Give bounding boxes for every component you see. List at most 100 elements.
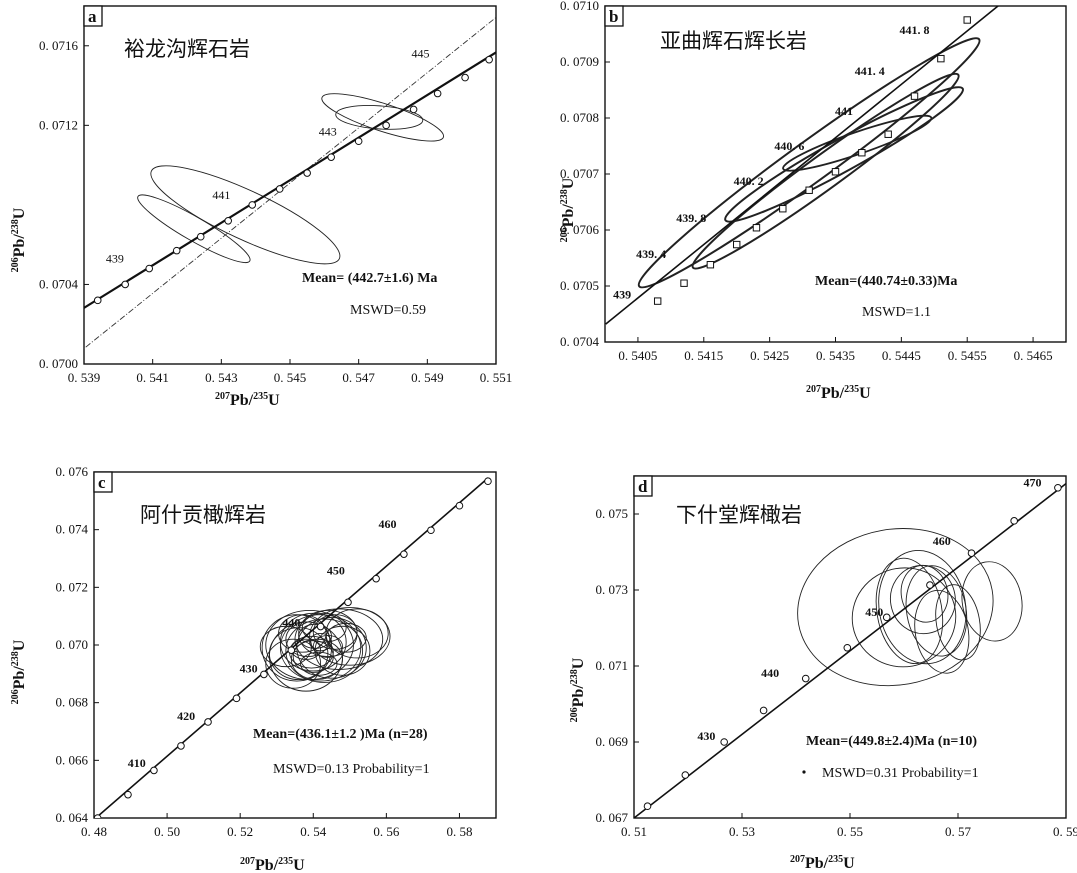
y-tick-label: 0. 0709 [560,54,599,69]
x-tick-label: 0. 5465 [1014,348,1053,363]
concordia-age-marker [382,121,390,130]
x-axis-label: 207Pb/235U [806,384,871,402]
concordia-age-label: 439. 8 [676,211,706,225]
x-tick-label: 0. 57 [945,824,972,839]
error-ellipse [321,93,445,142]
y-tick-label: 0. 0706 [560,222,600,237]
error-ellipse [961,561,1023,642]
concordia-age-marker [1054,483,1062,492]
concordia-age-label: 440. 2 [734,174,764,188]
concordia-age-label: 410 [128,756,146,770]
y-tick-label: 0. 070 [56,637,89,652]
concordia-age-marker [843,643,852,652]
panel-title: 下什堂辉橄岩 [676,503,802,527]
mswd-annotation: MSWD=0.59 [350,303,426,318]
y-axis-label: 206Pb/238U [10,207,28,272]
x-tick-label: 0. 55 [837,824,863,839]
mean-age-annotation: Mean= (442.7±1.6) Ma [302,271,437,286]
error-ellipse [797,528,994,687]
panel-title: 阿什贡橄辉岩 [140,503,266,527]
y-axis-label: 206Pb/238U [10,639,28,704]
x-tick-label: 0. 545 [274,370,307,385]
concordia-age-marker [427,526,435,535]
error-ellipse [137,194,251,264]
error-ellipse [325,622,367,653]
panel-b: b 0. 5405 0. 5415 0. 5425 0. 5435 0. 5445 0. 5… [559,0,1067,402]
error-ellipse [309,633,332,652]
concordia-age-label: 439 [613,287,631,301]
mean-age-annotation: Mean=(440.74±0.33)Ma [815,274,957,289]
y-tick-label: 0. 071 [596,658,629,673]
y-tick-label: 0. 0708 [560,110,599,125]
concordia-age-marker [224,217,232,225]
y-tick-label: 0. 0704 [39,276,79,291]
y-tick-label: 0. 072 [56,579,89,594]
concordia-age-marker [327,153,336,161]
concordia-age-marker [372,574,380,583]
panel-letter-box [633,475,653,497]
x-tick-label: 0. 58 [446,824,472,839]
x-tick-label: 0. 53 [729,824,755,839]
x-tick-label: 0. 551 [480,370,513,385]
y-tick-label: 0. 0705 [560,278,599,293]
error-ellipse [292,640,334,673]
x-tick-label: 0. 543 [205,370,238,385]
concordia-age-marker [303,169,311,177]
x-tick-label: 0. 54 [300,824,327,839]
x-tick-label: 0. 541 [136,370,169,385]
concordia-age-label: 460 [378,517,396,531]
concordia-age-label: 450 [327,564,345,578]
x-tick-label: 0. 547 [342,370,375,385]
concordia-age-marker [400,550,408,558]
y-tick-label: 0. 074 [56,522,89,537]
y-tick-label: 0. 0716 [39,38,79,53]
concordia-age-marker [858,149,866,157]
concordia-age-marker [232,694,241,703]
concordia-age-marker [653,297,662,305]
concordia-age-marker [884,130,892,138]
panel-letter: d [638,477,648,496]
x-tick-label: 0. 5425 [750,348,789,363]
error-ellipse [935,584,981,661]
error-ellipse [691,72,960,270]
concordia-age-label: 443 [319,124,337,138]
bullet-dot [802,770,806,774]
concordia-age-marker [287,646,296,654]
concordia-age-label: 470 [1024,475,1042,489]
y-axis-label: 206Pb/238U [569,657,587,722]
panel-letter-box [604,5,624,27]
concordia-age-marker [882,613,891,622]
concordia-age-label: 441. 8 [900,23,930,37]
concordia-age-marker [260,670,268,679]
y-tick-label: 0. 075 [596,506,629,521]
x-tick-label: 0. 5445 [882,348,921,363]
x-tick-label: 0. 50 [154,824,180,839]
error-ellipse [150,165,341,265]
concordia-age-marker [720,738,728,746]
error-ellipse [851,567,957,668]
panel-a: a 0. 539 0. 541 0. 543 0. 545 0. 547 0. 549 0. … [10,5,513,409]
plot-area [605,6,1000,325]
concordia-age-label: 440 [282,615,300,629]
concordia-age-label: 420 [177,709,195,723]
x-tick-label: 0. 48 [81,824,107,839]
y-axis-label: 206Pb/238U [559,177,577,242]
error-ellipse [325,608,389,659]
concordia-age-marker [805,186,813,194]
concordia-age-marker [354,137,363,146]
error-ellipse [314,625,371,676]
concordia-age-marker [779,205,787,213]
panel-letter-box [83,5,103,27]
error-ellipse [875,557,944,665]
concordia-age-marker [93,296,102,305]
mean-age-annotation: Mean=(449.8±2.4)Ma (n=10) [806,734,977,749]
y-tick-label: 0. 0700 [39,356,78,371]
concordia-age-marker [752,224,761,232]
x-axis-label: 207Pb/235U [215,391,280,409]
error-ellipse [914,589,970,674]
concordia-age-marker [172,246,181,255]
concordia-age-marker [204,718,212,726]
reference-dashed-line [84,16,496,350]
concordia-age-label: 430 [240,661,258,675]
